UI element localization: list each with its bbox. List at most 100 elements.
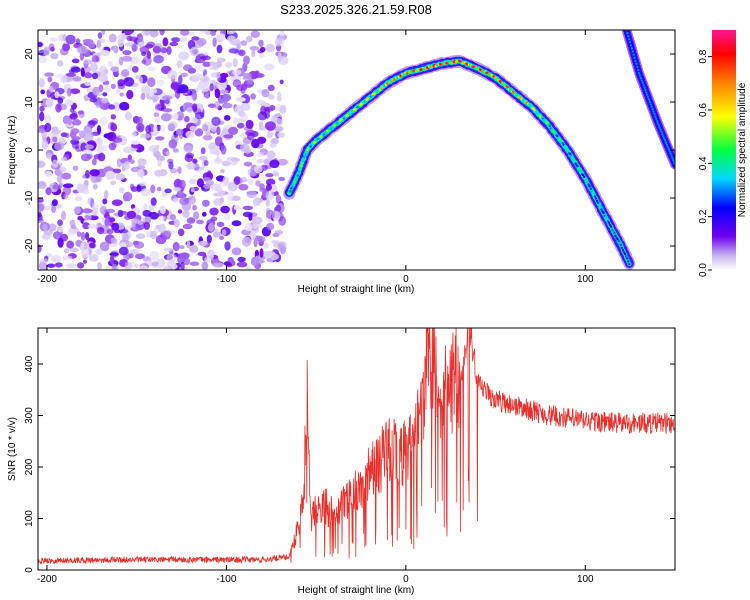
noise-blob — [224, 213, 231, 221]
noise-blob — [213, 231, 223, 237]
noise-blob — [91, 202, 99, 211]
noise-blob — [156, 79, 165, 87]
noise-blob — [176, 190, 185, 198]
noise-blob — [111, 137, 123, 143]
noise-blob — [50, 255, 62, 263]
ridge-cell — [595, 199, 599, 203]
noise-blob — [153, 55, 164, 64]
noise-blob — [161, 53, 167, 59]
noise-blob — [84, 81, 91, 87]
noise-blob — [259, 183, 265, 191]
noise-blob — [265, 43, 276, 53]
noise-blob — [161, 234, 167, 241]
noise-blob — [117, 209, 124, 218]
noise-blob — [44, 122, 52, 133]
noise-blob — [256, 158, 265, 164]
ridge-cell — [556, 135, 559, 138]
noise-blob — [247, 178, 254, 186]
ridge-cell — [587, 183, 590, 186]
x-tick-label: -200 — [37, 274, 57, 285]
noise-blob — [274, 125, 284, 132]
noise-blob — [89, 242, 96, 249]
ridge-cell — [574, 162, 577, 165]
ridge-cell — [611, 228, 614, 231]
noise-blob — [111, 222, 120, 231]
noise-blob — [192, 49, 199, 55]
noise-blob — [224, 61, 233, 68]
ridge-cell — [511, 90, 515, 93]
noise-blob — [216, 33, 227, 41]
ridge-cell — [600, 208, 603, 211]
noise-blob — [103, 84, 110, 90]
noise-blob — [97, 227, 105, 235]
noise-blob — [100, 69, 107, 80]
noise-blob — [66, 72, 77, 77]
noise-blob — [177, 209, 183, 214]
ridge-cell — [303, 156, 306, 159]
noise-blob — [42, 223, 48, 232]
noise-blob — [186, 240, 191, 249]
noise-blob — [235, 97, 246, 102]
ridge-cell — [599, 205, 602, 208]
ridge-cell — [620, 246, 624, 249]
noise-blob — [40, 89, 45, 95]
noise-blob — [69, 247, 80, 253]
ridge-cell — [501, 82, 504, 85]
noise-blob — [121, 69, 130, 77]
noise-blob — [123, 77, 135, 87]
x-tick-label: 0 — [403, 274, 409, 285]
ridge-cell — [649, 103, 652, 106]
x-tick-label: 100 — [577, 574, 594, 585]
noise-blob — [186, 107, 194, 113]
heatmap-y-label: Frequency (Hz) — [7, 116, 18, 185]
ridge-cell — [638, 74, 642, 77]
noise-blob — [38, 160, 46, 168]
noise-blob — [167, 69, 178, 80]
ridge-cell — [550, 128, 554, 131]
noise-blob — [131, 66, 139, 73]
noise-blob — [56, 175, 63, 183]
noise-blob — [140, 85, 151, 95]
noise-blob — [144, 44, 154, 49]
noise-blob — [187, 67, 196, 74]
noise-blob — [194, 128, 204, 137]
noise-blob — [214, 100, 221, 110]
noise-blob — [214, 136, 223, 147]
ridge-cell — [665, 143, 669, 147]
ridge-cell — [528, 103, 531, 106]
noise-blob — [253, 165, 263, 174]
noise-blob — [39, 111, 45, 122]
noise-blob — [212, 262, 224, 268]
ridge-cell — [594, 197, 598, 200]
noise-blob — [99, 241, 110, 252]
ridge-cell — [337, 121, 340, 124]
heatmap-x-label: Height of straight line (km) — [298, 284, 415, 295]
noise-blob — [152, 97, 157, 103]
noise-blob — [110, 180, 116, 186]
noise-blob — [200, 30, 208, 34]
noise-blob — [184, 154, 194, 162]
noise-blob — [245, 265, 251, 270]
ridge-cell — [623, 252, 627, 256]
noise-blob — [108, 104, 116, 110]
noise-blob — [113, 101, 120, 112]
noise-blob — [206, 234, 212, 244]
ridge-cell — [597, 201, 600, 205]
noise-blob — [202, 177, 211, 182]
noise-blob — [57, 219, 63, 226]
noise-blob — [180, 30, 190, 36]
ridge-cell — [304, 153, 307, 156]
noise-blob — [110, 66, 119, 72]
noise-blob — [233, 205, 241, 211]
noise-blob — [76, 231, 82, 237]
noise-blob — [182, 223, 193, 230]
ridge-cell — [518, 95, 521, 99]
noise-blob — [138, 182, 147, 186]
noise-blob — [241, 176, 248, 181]
noise-blob — [177, 166, 182, 174]
noise-blob — [130, 140, 141, 145]
noise-blob — [90, 174, 101, 184]
ridge-cell — [490, 74, 493, 77]
noise-blob — [194, 111, 205, 120]
